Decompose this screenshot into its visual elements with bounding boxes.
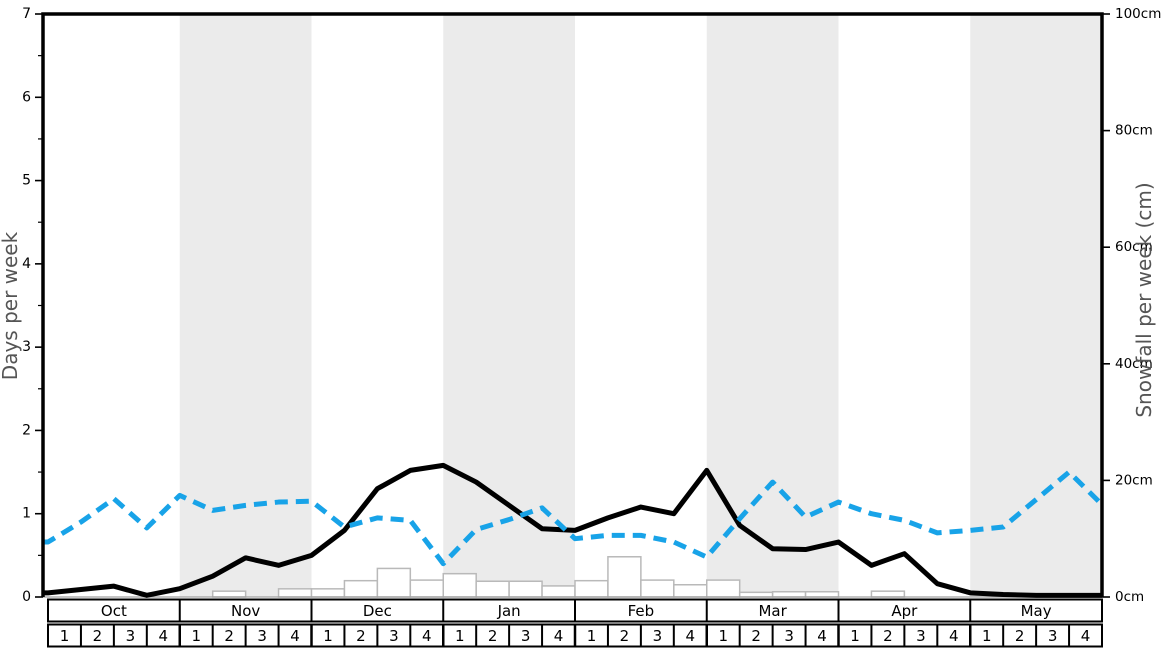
snowfall-bar — [706, 579, 741, 598]
left-tick-label: 2 — [22, 422, 31, 438]
snowfall-bar — [475, 580, 510, 598]
left-tick-label: 1 — [22, 506, 31, 522]
month-band-may — [970, 14, 1102, 597]
week-number-label: 2 — [751, 627, 761, 645]
right-tick-label: 0cm — [1115, 589, 1144, 605]
week-number-label: 3 — [389, 627, 399, 645]
month-band-mar — [706, 14, 839, 597]
month-label-mar: Mar — [758, 602, 787, 620]
month-label-may: May — [1021, 602, 1052, 620]
week-number-label: 2 — [93, 627, 103, 645]
month-label-apr: Apr — [891, 602, 918, 620]
snowfall-bar — [640, 579, 675, 598]
week-number-label: 2 — [1015, 627, 1025, 645]
week-number-label: 2 — [488, 627, 498, 645]
week-number-label: 3 — [784, 627, 794, 645]
axis-tick-labels: 0 1 2 3 4 5 6 7 0cm 20cm 40cm 60cm 80cm 100cm — [22, 6, 1161, 605]
week-number-label: 4 — [422, 627, 432, 645]
week-number-label: 4 — [554, 627, 564, 645]
week-number-label: 2 — [224, 627, 234, 645]
month-label-oct: Oct — [101, 602, 127, 620]
snowfall-bar — [738, 591, 774, 598]
left-tick-label: 6 — [22, 89, 31, 105]
week-number-label: 2 — [356, 627, 366, 645]
snowfall-bar — [574, 579, 609, 598]
week-number-label: 4 — [949, 627, 959, 645]
snowfall-bar — [673, 584, 708, 598]
week-number-label: 4 — [159, 627, 169, 645]
month-label-feb: Feb — [628, 602, 655, 620]
right-tick-label: 100cm — [1115, 6, 1161, 22]
month-week-table: Oct Nov Dec Jan Feb Mar Apr May 1 2 3 4 1 2 3 4 1 2 3 4 1 2 3 4… — [47, 598, 1103, 648]
snowfall-bar — [211, 590, 247, 598]
right-tick-label: 40cm — [1115, 356, 1153, 372]
snowfall-bar — [343, 579, 379, 598]
snowfall-bars — [211, 556, 906, 598]
week-number-label: 2 — [620, 627, 630, 645]
week-number-label: 3 — [916, 627, 926, 645]
week-number-label: 1 — [982, 627, 992, 645]
week-number-label: 3 — [653, 627, 663, 645]
snowfall-bar — [508, 580, 543, 598]
left-tick-label: 7 — [22, 6, 31, 22]
week-number-label: 1 — [323, 627, 333, 645]
week-number-label: 3 — [1048, 627, 1058, 645]
week-number-label: 3 — [126, 627, 136, 645]
month-label-nov: Nov — [231, 602, 260, 620]
week-number-label: 1 — [587, 627, 597, 645]
left-axis-title: Days per week — [0, 231, 22, 380]
week-number-label: 1 — [455, 627, 465, 645]
snowfall-bar — [409, 579, 444, 598]
left-tick-label: 4 — [22, 256, 31, 272]
snowfall-bar — [804, 591, 840, 598]
snowfall-bar — [310, 588, 346, 598]
week-number-label: 1 — [718, 627, 728, 645]
right-tick-label: 80cm — [1115, 123, 1153, 139]
week-number-label: 4 — [817, 627, 827, 645]
month-band-jan — [443, 14, 575, 597]
snowfall-bar — [771, 591, 807, 598]
snowfall-bar — [870, 590, 906, 598]
week-number-label: 1 — [191, 627, 201, 645]
week-number-label: 3 — [257, 627, 267, 645]
week-number-label: 1 — [60, 627, 70, 645]
axis-ticks — [35, 13, 1110, 598]
month-label-jan: Jan — [497, 602, 521, 620]
month-bands — [179, 14, 1102, 597]
left-tick-label: 3 — [22, 339, 31, 355]
snowfall-bar — [277, 588, 313, 598]
month-band-nov — [179, 14, 312, 597]
week-number-label: 1 — [850, 627, 860, 645]
week-number-label: 2 — [883, 627, 893, 645]
line-blue-dashed — [43, 469, 1104, 567]
right-axis-title: Snowfall per week (cm) — [1132, 182, 1156, 417]
right-tick-label: 60cm — [1115, 239, 1153, 255]
left-tick-label: 5 — [22, 173, 31, 189]
snowfall-bar — [442, 572, 477, 598]
data-lines — [43, 462, 1104, 598]
week-number-label: 4 — [290, 627, 300, 645]
snowfall-bar — [607, 556, 642, 598]
left-tick-label: 0 — [22, 589, 31, 605]
month-label-dec: Dec — [363, 602, 392, 620]
snowfall-bar — [541, 585, 576, 598]
line-black — [43, 462, 1102, 598]
week-number-label: 4 — [686, 627, 696, 645]
week-number-label: 3 — [521, 627, 531, 645]
snowfall-bar — [376, 567, 412, 598]
week-number-label: 4 — [1081, 627, 1091, 645]
right-tick-label: 20cm — [1115, 472, 1153, 488]
